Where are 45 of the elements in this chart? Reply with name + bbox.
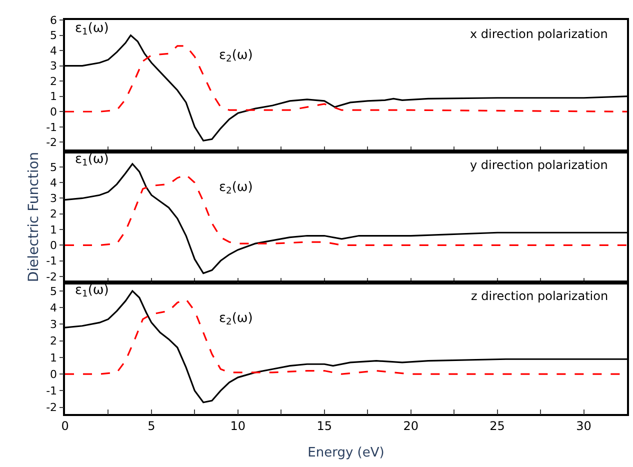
y-tick-label: 0 <box>50 368 58 381</box>
y-tick-label: -2 <box>46 270 58 284</box>
y-tick-label: 0 <box>50 105 58 118</box>
y-tick-label: 0 <box>50 238 58 252</box>
y-tick-label: 1 <box>50 223 58 236</box>
y-tick-label: 1 <box>50 90 58 104</box>
y-tick-label: -2 <box>46 136 58 150</box>
series-label: ε$_{2}$(ω) <box>219 311 253 328</box>
y-tick-label: 5 <box>50 160 58 174</box>
y-tick-label: 3 <box>50 192 58 206</box>
y-tick-label: -2 <box>46 401 58 414</box>
y-tick-label: 5 <box>50 284 58 298</box>
series-label: ε$_{2}$(ω) <box>219 180 253 197</box>
x-tick-label: 5 <box>148 419 156 434</box>
x-axis-title: Energy (eV) <box>308 445 384 460</box>
line-series <box>65 174 627 246</box>
y-tick-label: 4 <box>50 44 58 58</box>
annotation: y direction polarization <box>470 158 608 172</box>
y-tick-label: 1 <box>50 351 58 364</box>
x-tick-label: 15 <box>316 419 332 434</box>
annotation: x direction polarization <box>470 27 608 41</box>
y-tick-label: 2 <box>50 208 58 221</box>
series-label: ε$_{2}$(ω) <box>219 48 253 65</box>
annotation: z direction polarization <box>471 289 608 303</box>
y-tick-label: 2 <box>50 74 58 88</box>
series-label: ε$_{1}$(ω) <box>75 21 109 38</box>
y-tick-label: -1 <box>46 120 58 134</box>
x-tick-label: 20 <box>403 419 418 434</box>
y-tick-label: 2 <box>50 334 58 348</box>
y-tick-label: 5 <box>50 29 58 42</box>
y-tick-label: 4 <box>50 176 58 190</box>
y-axis-title: Dielectric Function <box>26 152 42 282</box>
y-tick-label: -1 <box>46 384 58 398</box>
y-tick-label: 3 <box>50 60 58 73</box>
line-series <box>65 45 627 112</box>
series-label: ε$_{1}$(ω) <box>75 283 109 300</box>
y-tick-label: 3 <box>50 318 58 332</box>
x-tick-label: 0 <box>61 419 69 434</box>
x-tick-label: 10 <box>230 419 246 434</box>
y-tick-label: 6 <box>50 14 58 27</box>
x-tick-label: 25 <box>490 419 505 434</box>
x-tick-label: 30 <box>576 419 592 434</box>
y-tick-label: -1 <box>46 254 58 268</box>
series-label: ε$_{1}$(ω) <box>75 152 109 169</box>
y-tick-label: 4 <box>50 301 58 314</box>
